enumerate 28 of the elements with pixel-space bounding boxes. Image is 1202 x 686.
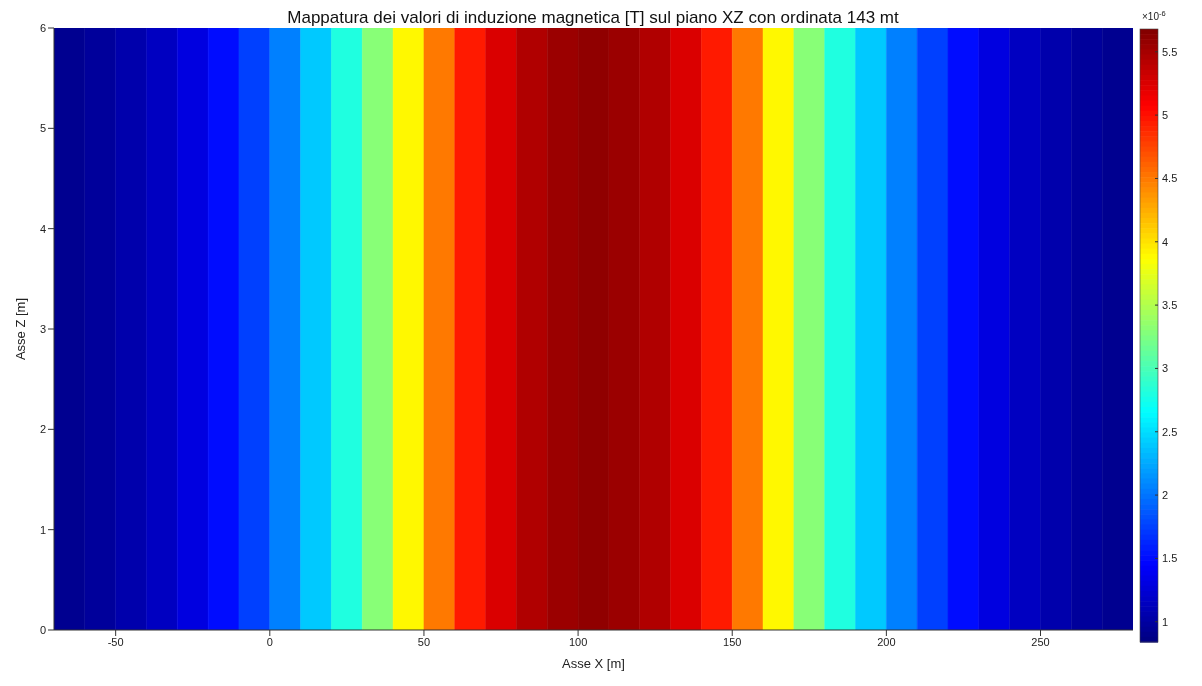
chart-title: Mappatura dei valori di induzione magnetica [T] sul piano XZ con ordinata 143 mt	[286, 8, 900, 28]
color-bar-label: 2.5	[1162, 425, 1178, 438]
y-tick-label: 0	[39, 623, 46, 636]
y-tick-label: 4	[39, 222, 46, 235]
y-tick-label: 3	[39, 322, 46, 335]
y-tick-label: 1	[39, 523, 46, 536]
color-bar-label: 4.5	[1162, 172, 1178, 185]
color-bar-title: ×10$^{-6}$	[1142, 8, 1166, 22]
x-tick-label: 200	[877, 635, 896, 648]
x-tick-label: 100	[568, 635, 588, 648]
x-tick-label: 0	[266, 635, 273, 648]
color-bar-label: 1.5	[1162, 552, 1178, 565]
y-tick-label: 6	[39, 21, 46, 34]
color-bar-label: 5.5	[1162, 45, 1178, 58]
y-tick-label: 2	[39, 423, 46, 436]
y-axis-title: Asse Z [m]	[12, 297, 28, 361]
x-tick-label: -50	[107, 635, 124, 648]
color-bar-label: 4	[1162, 235, 1169, 248]
color-bar-label: 1	[1162, 615, 1169, 628]
x-tick-label: 150	[723, 635, 742, 648]
color-bar-label: 2	[1162, 489, 1169, 502]
x-tick-label: 50	[417, 635, 431, 648]
color-bar-label: 3	[1162, 362, 1169, 375]
y-tick-label: 5	[39, 122, 46, 135]
x-tick-label: 250	[1031, 635, 1050, 648]
color-bar-label: 3.5	[1162, 299, 1178, 312]
color-bar-label: 5	[1162, 109, 1169, 122]
x-axis-title: Asse X [m]	[562, 656, 625, 671]
